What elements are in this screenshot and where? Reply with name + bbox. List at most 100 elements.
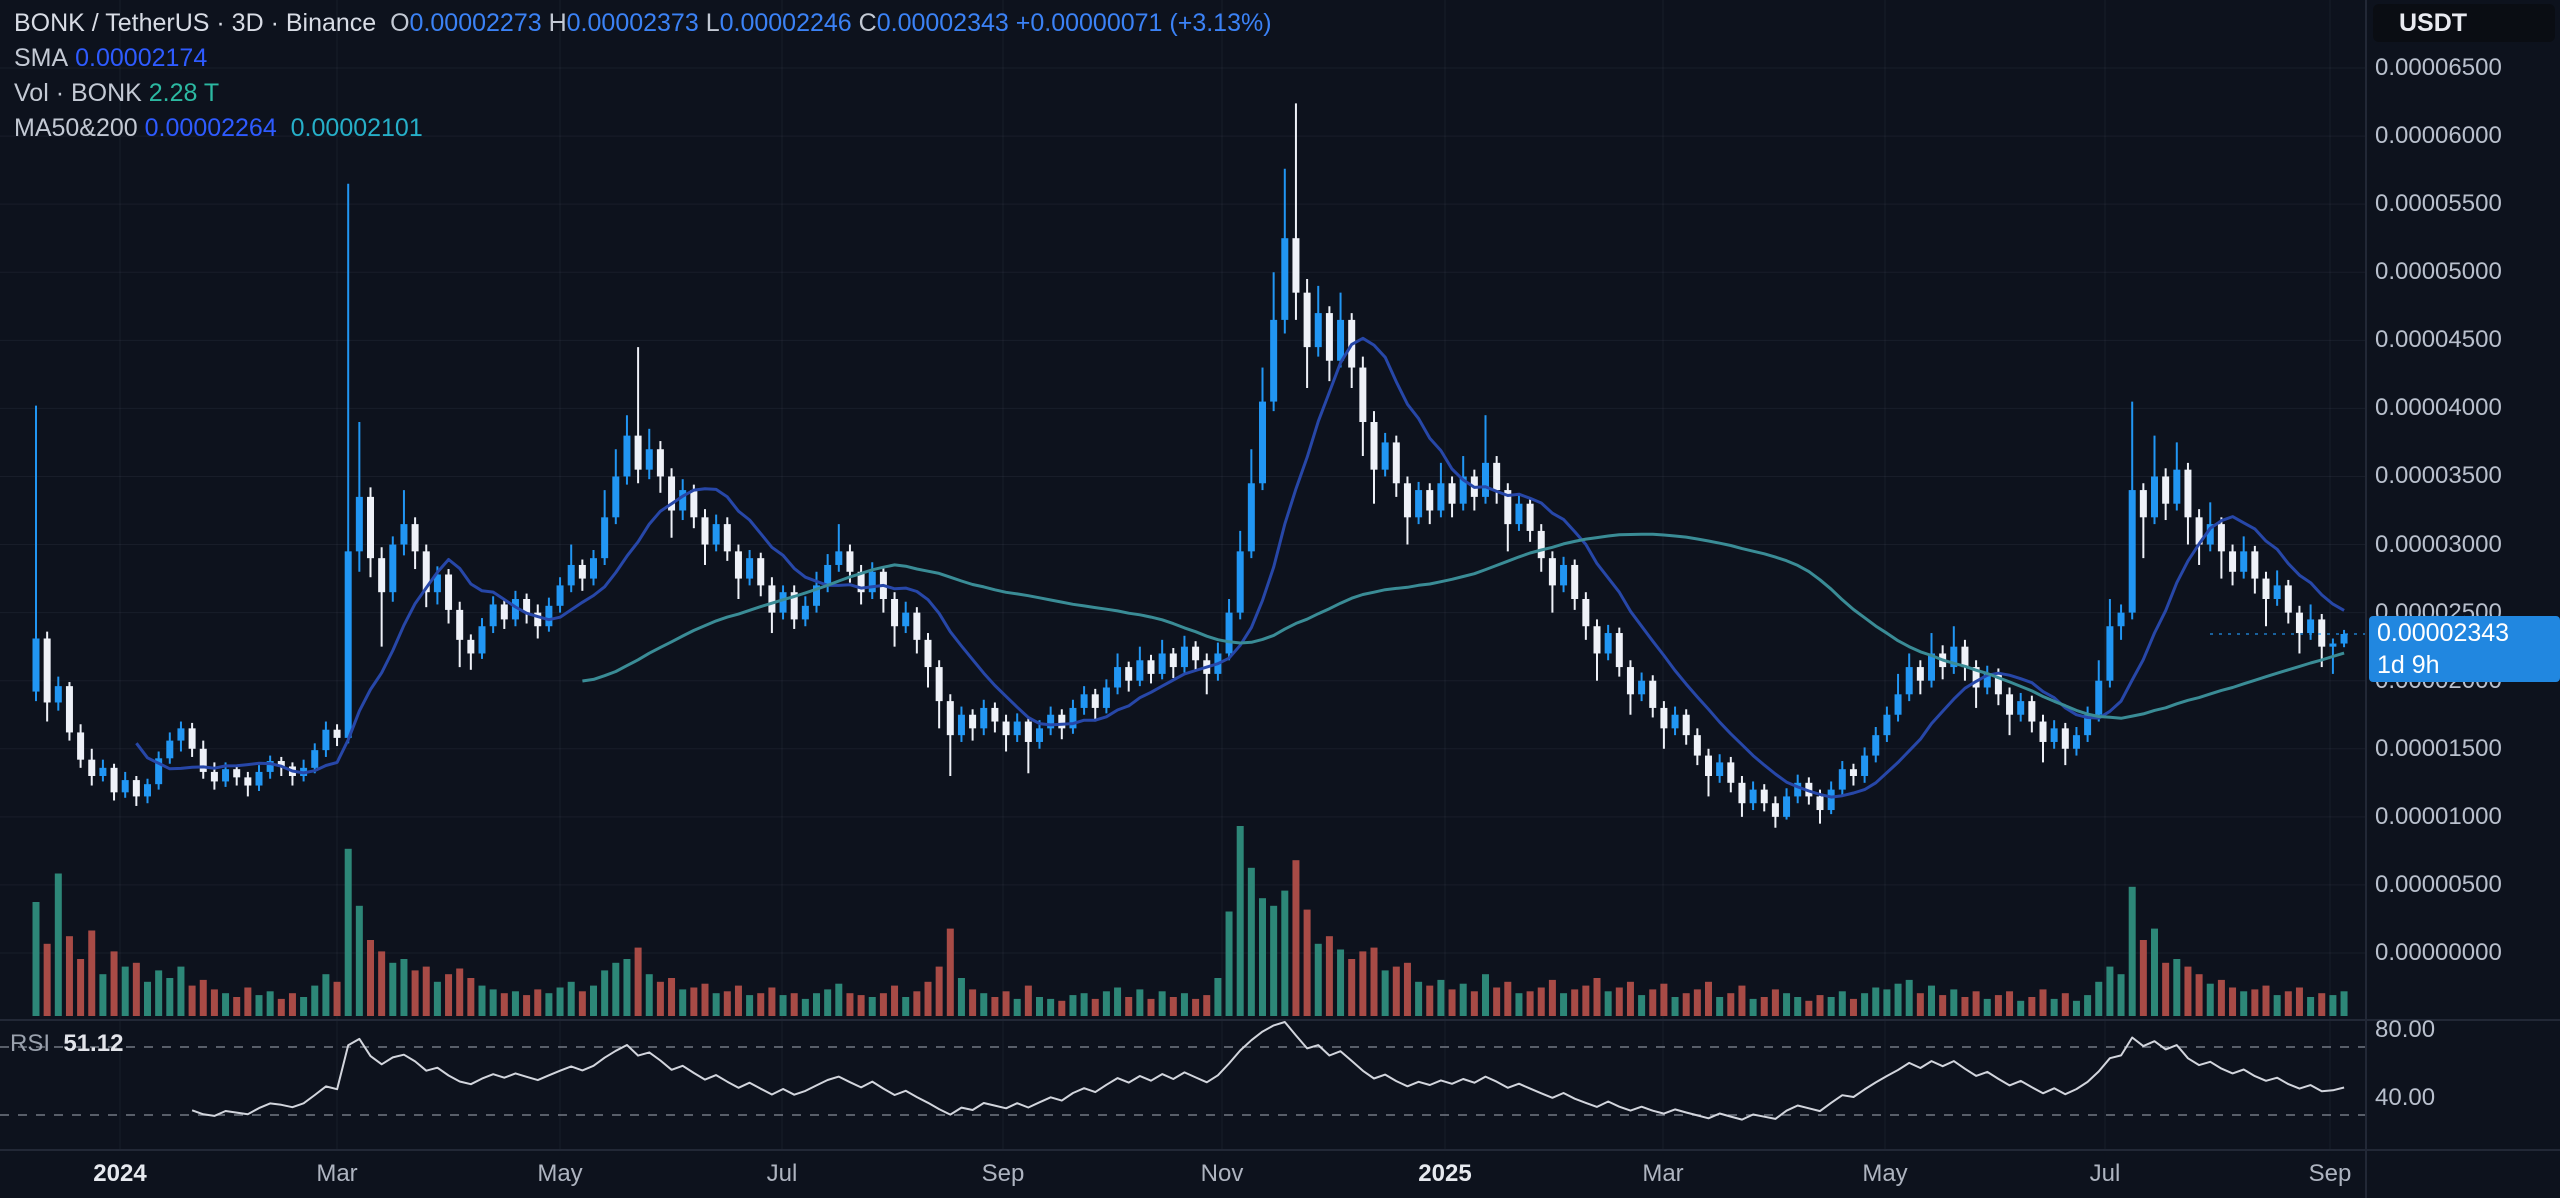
candle-down [734,551,742,579]
candle-down [445,574,453,610]
volume-bar [1259,898,1266,1016]
candle-up [2106,626,2114,681]
candle-down [77,732,85,760]
candle-up [99,767,107,777]
volume-bar [311,985,319,1016]
close-value: 0.00002343 [876,9,1009,37]
candle-up [1894,694,1902,715]
candle-down [1359,367,1367,423]
volume-bar [77,959,85,1016]
sma-label: SMA [14,44,69,72]
volume-bar [1693,989,1701,1016]
candle-down [65,686,73,733]
volume-bar [1849,998,1857,1016]
volume-bar [1537,987,1545,1016]
candle-up [2307,619,2315,634]
sma-legend-row[interactable]: SMA 0.00002174 [14,41,1272,76]
candle-down [701,517,709,545]
candle-down [924,639,932,668]
volume-bar [2217,979,2225,1016]
candle-up [868,571,876,593]
price-tick-label: 0.00006000 [2375,122,2502,150]
legend-spacer [699,9,706,38]
volume-bar [1626,981,1634,1016]
volume-legend-row[interactable]: Vol · BONK 2.28 T [14,76,1272,111]
candle-down [935,667,943,702]
price-axis[interactable]: USDT 0.00002343 1d 9h 0.00006500 0.000060… [2365,0,2560,1198]
candle-up [2128,490,2136,613]
volume-bar [144,981,151,1016]
candle-down [1693,735,1701,756]
volume-bar [1381,970,1389,1016]
ma-legend-row[interactable]: MA50&200 0.00002264 0.00002101 [14,111,1272,146]
volume-bar [1548,979,1556,1016]
candle-down [1961,646,1969,668]
volume-bar [2173,959,2181,1016]
candle-down [1058,714,1066,729]
candle-up [1415,490,1423,518]
volume-bar [1838,991,1846,1016]
candle-up [1281,238,1289,320]
volume-bar [1337,949,1345,1016]
volume-bar [1370,947,1378,1016]
candle-up [612,476,620,518]
ma200-value: 0.00002101 [290,114,423,142]
volume-bar [110,951,118,1016]
candle-down [277,761,285,767]
volume-bar [1526,991,1534,1016]
volume-bar [813,993,820,1016]
legend-spacer [142,79,149,108]
candle-up [2173,469,2181,504]
candle-up [32,638,40,692]
time-label-month: Mar [316,1160,358,1187]
candle-up [1783,796,1791,817]
candle-down [1024,721,1032,742]
volume-bar [902,997,910,1016]
candle-down [2251,551,2259,579]
candle-up [1080,694,1088,708]
low-label: L [705,9,720,37]
volume-bar [433,981,441,1016]
candle-down [991,707,999,722]
volume-bar [612,962,620,1016]
candle-up [1950,646,1958,668]
volume-bar [1883,989,1891,1016]
volume-bar [1827,997,1835,1016]
candle-down [2217,524,2225,552]
candle-up [1794,782,1802,797]
candle-down [1916,667,1924,681]
candle-up [2084,714,2092,736]
volume-bar [1459,983,1467,1016]
candle-up [1381,442,1389,470]
volume-bar [1805,1000,1813,1016]
sma-value: 0.00002174 [75,44,208,72]
volume-bar [1392,966,1400,1016]
candle-down [2284,585,2292,613]
volume-bar [1180,993,1188,1016]
candle-down [110,767,118,793]
candle-up [1013,721,1021,736]
volume-bar [355,905,363,1016]
volume-bar [1281,890,1289,1016]
candle-up [389,544,397,593]
candle-up [2240,551,2248,572]
volume-bar [1303,909,1311,1016]
symbol-legend-row[interactable]: BONK / TetherUS · 3D · Binance O 0.000022… [14,6,1272,41]
candle-down [1615,633,1623,668]
candle-down [1370,422,1378,470]
price-tick-label: 0.00000500 [2375,870,2502,898]
volume-bar [1437,979,1445,1016]
currency-badge[interactable]: USDT [2373,4,2555,42]
volume-bar [2329,995,2337,1016]
candle-down [1705,755,1712,777]
ma-label: MA50&200 [14,114,138,142]
volume-bar [2028,997,2036,1016]
high-value: 0.00002373 [566,9,699,37]
rsi-legend-row[interactable]: RSI 51.12 [10,1030,123,1058]
candle-up [1838,769,1846,790]
legend-spacer [1009,9,1016,38]
volume-bar [1136,989,1144,1016]
volume-bar [367,940,374,1016]
ma50-value: 0.00002264 [144,114,277,142]
